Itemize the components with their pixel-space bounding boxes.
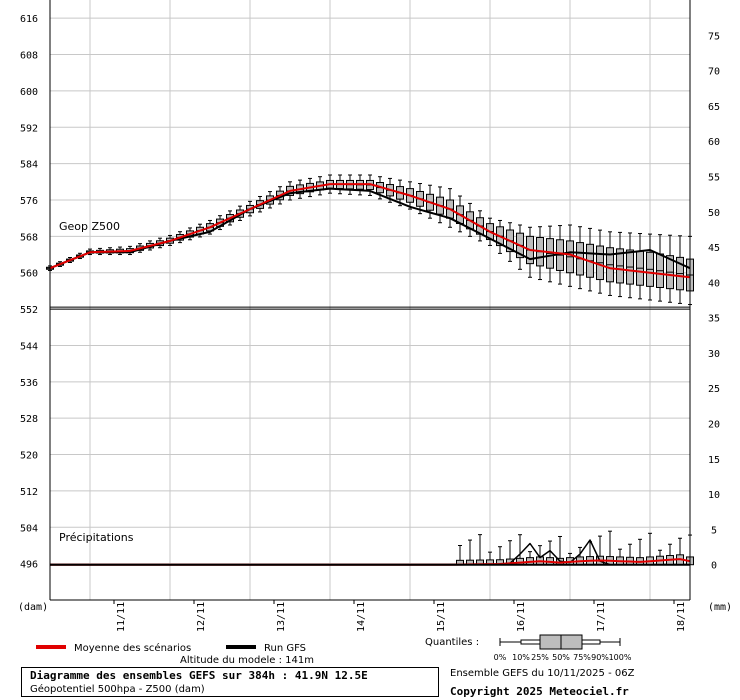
right-tick-label: 40	[708, 278, 720, 289]
legend-run-label: Run GFS	[264, 643, 306, 654]
left-tick-label: 496	[20, 560, 38, 571]
left-unit-label: (dam)	[18, 602, 48, 613]
ensemble-text: Ensemble GEFS du 10/11/2025 - 06Z	[450, 668, 635, 679]
x-tick-label: 14/11	[356, 602, 367, 632]
altitude-text: Altitude du modele : 141m	[180, 655, 314, 666]
legend-quantiles-label: Quantiles :	[425, 637, 479, 648]
left-tick-label: 608	[20, 51, 38, 62]
tick-labels: 6166086005925845765685605525445365285205…	[20, 14, 720, 632]
legend-quantile-label: 75%	[573, 653, 591, 662]
right-tick-label: 0	[711, 561, 717, 572]
x-tick-label: 18/11	[676, 602, 687, 632]
x-tick-label: 17/11	[596, 602, 607, 632]
right-tick-label: 5	[711, 525, 717, 536]
series-lines	[49, 183, 691, 566]
left-tick-label: 536	[20, 378, 38, 389]
x-tick-label: 16/11	[516, 602, 527, 632]
legend-quantile-label: 0%	[494, 653, 507, 662]
left-tick-label: 528	[20, 414, 38, 425]
left-tick-label: 504	[20, 523, 38, 534]
x-tick-label: 15/11	[436, 602, 447, 632]
right-tick-label: 45	[708, 243, 720, 254]
x-tick-label: 12/11	[196, 602, 207, 632]
right-tick-label: 30	[708, 349, 720, 360]
right-tick-label: 70	[708, 67, 720, 78]
chart-title: Diagramme des ensembles GEFS sur 384h : …	[30, 669, 368, 682]
legend-quantile-label: 10%	[512, 653, 530, 662]
legend-quantile-labels: 0% 10% 25% 50% 75% 90% 100%	[494, 653, 632, 662]
legend-quantile-label: 50%	[552, 653, 570, 662]
left-tick-label: 584	[20, 160, 38, 171]
right-tick-label: 55	[708, 172, 720, 183]
right-tick-label: 75	[708, 31, 720, 42]
left-tick-label: 568	[20, 232, 38, 243]
x-tick-label: 13/11	[276, 602, 287, 632]
right-tick-label: 25	[708, 384, 720, 395]
legend-quantile-label: 25%	[531, 653, 549, 662]
chart-subtitle: Géopotentiel 500hpa - Z500 (dam)	[30, 684, 205, 695]
left-tick-label: 576	[20, 196, 38, 207]
left-tick-label: 552	[20, 305, 38, 316]
left-tick-label: 600	[20, 87, 38, 98]
geop-mean-line	[49, 183, 691, 279]
left-tick-label: 544	[20, 341, 38, 352]
left-tick-label: 512	[20, 487, 38, 498]
left-tick-label: 592	[20, 123, 38, 134]
legend-mean-label: Moyenne des scénarios	[74, 642, 191, 654]
right-tick-label: 10	[708, 490, 720, 501]
axes	[49, 0, 691, 604]
right-tick-label: 60	[708, 137, 720, 148]
right-tick-label: 65	[708, 102, 720, 113]
grid	[50, 0, 690, 600]
right-tick-label: 15	[708, 455, 720, 466]
right-tick-label: 50	[708, 208, 720, 219]
title-box: Diagramme des ensembles GEFS sur 384h : …	[21, 667, 439, 697]
legend-quantile-label: 90%	[591, 653, 609, 662]
right-tick-label: 20	[708, 420, 720, 431]
geop-spread-boxes	[46, 174, 694, 306]
left-tick-label: 616	[20, 14, 38, 25]
left-tick-label: 560	[20, 269, 38, 280]
right-tick-label: 35	[708, 314, 720, 325]
x-tick-label: 11/11	[116, 602, 127, 632]
legend-quantile-label: 100%	[609, 653, 632, 662]
precip-panel-label: Précipitations	[59, 531, 134, 544]
right-unit-label: (mm)	[708, 602, 732, 613]
left-tick-label: 520	[20, 451, 38, 462]
geop-panel-label: Geop Z500	[59, 220, 120, 233]
copyright-text: Copyright 2025 Meteociel.fr	[450, 685, 629, 698]
legend-quantile-box	[499, 634, 621, 650]
